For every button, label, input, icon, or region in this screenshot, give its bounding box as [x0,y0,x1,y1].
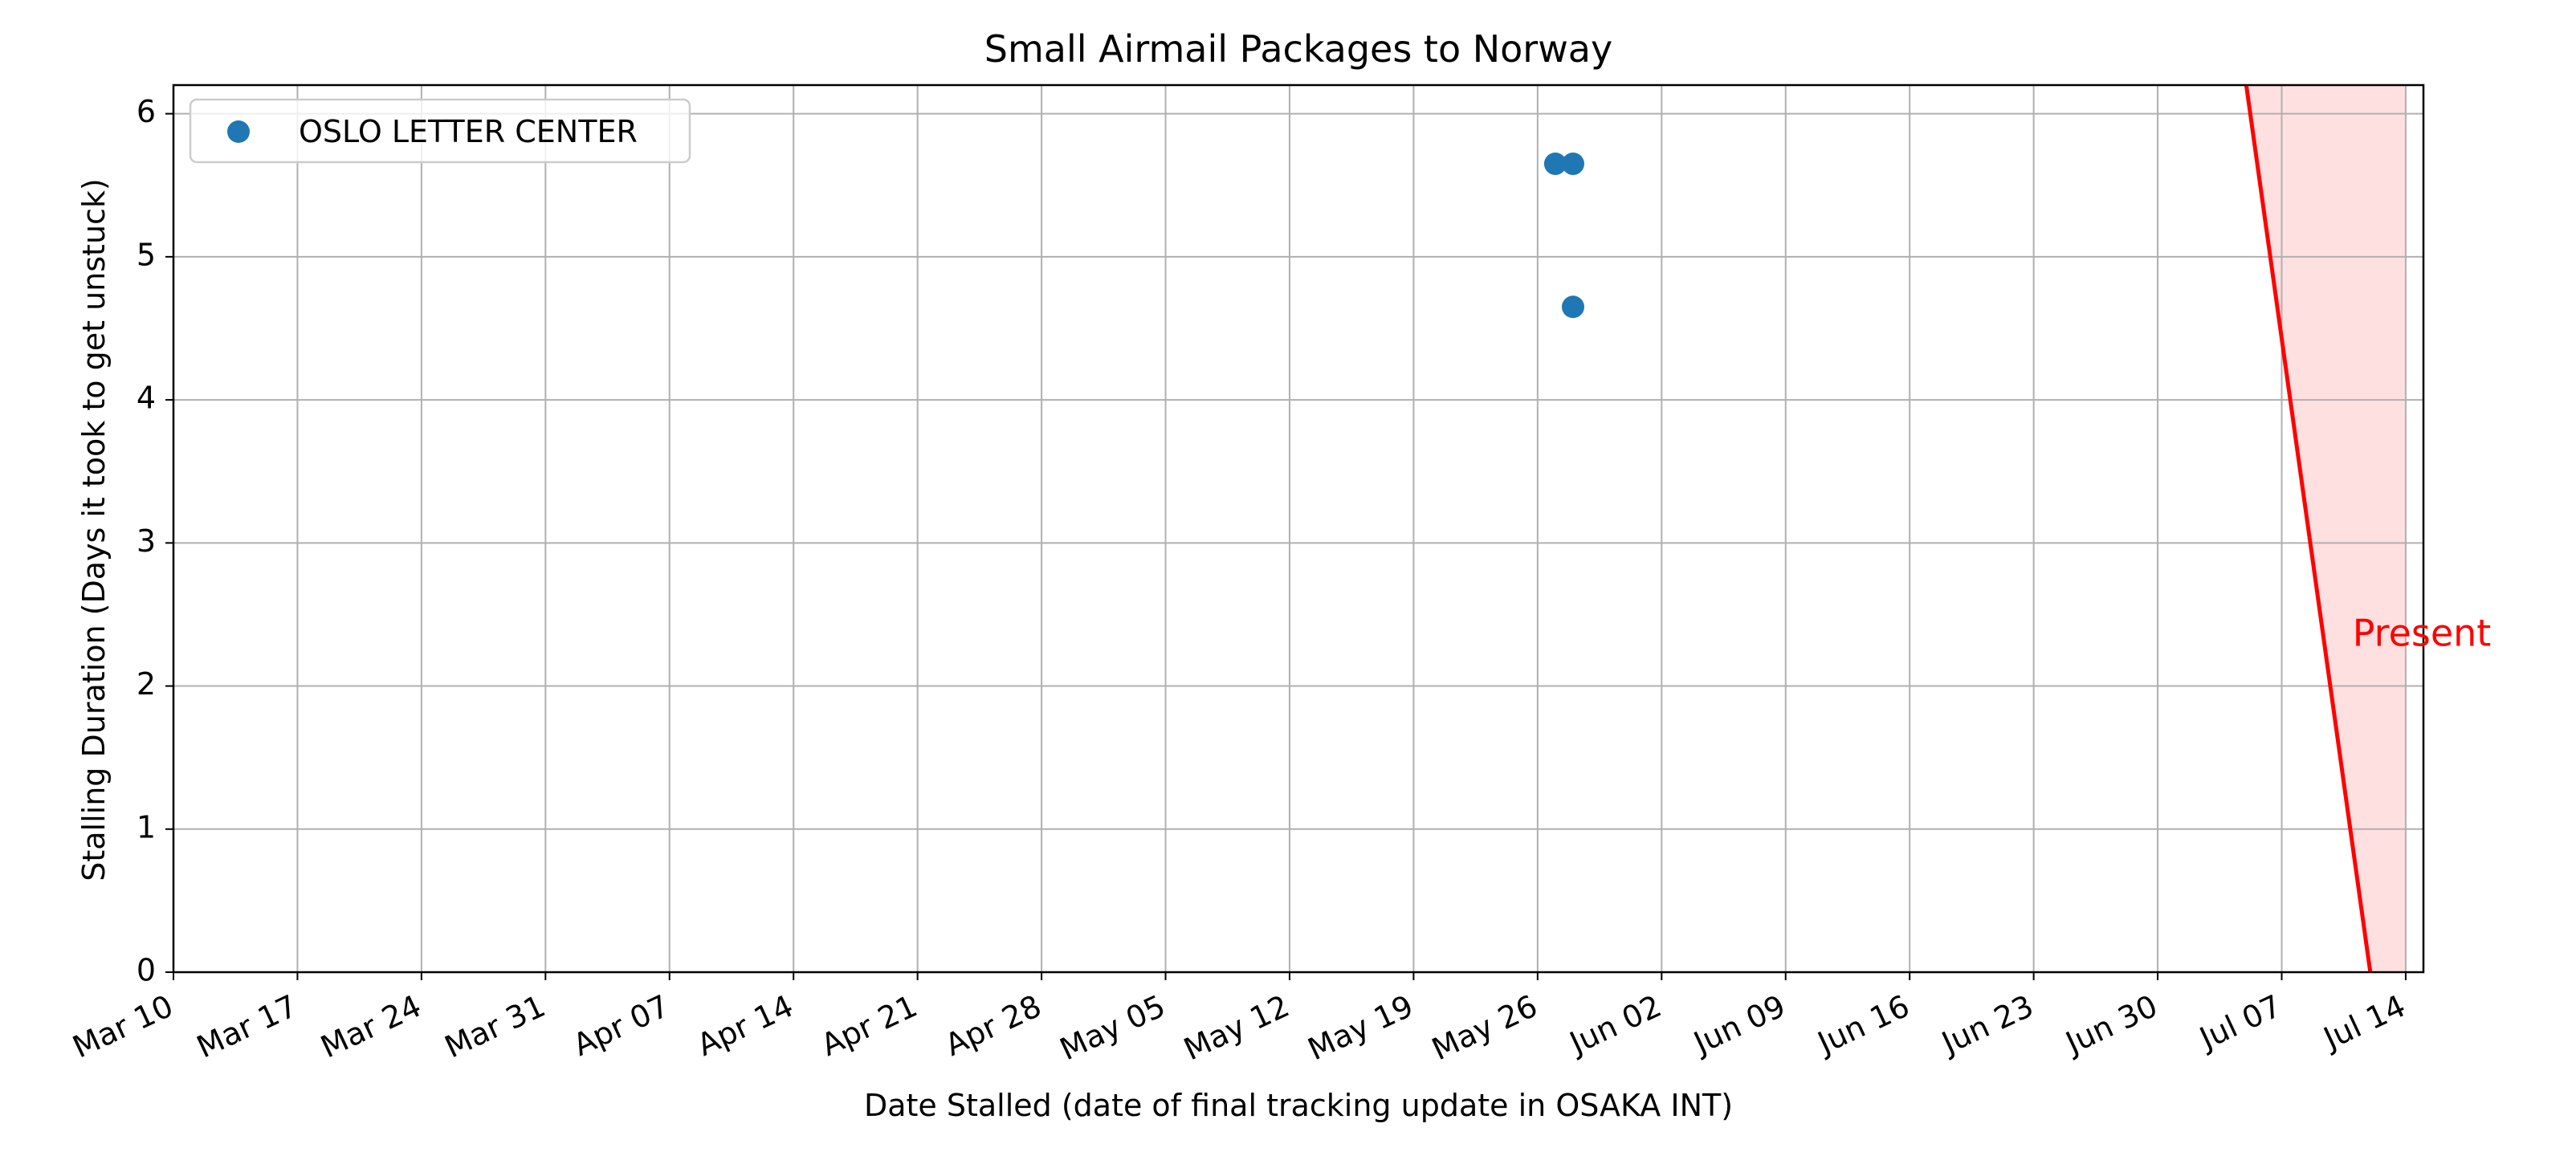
y-tick-label: 3 [137,523,156,559]
y-axis-label: Stalling Duration (Days it took to get u… [76,178,112,881]
legend-label: OSLO LETTER CENTER [299,114,638,149]
chart-title: Small Airmail Packages to Norway [984,27,1612,71]
y-tick-label: 4 [137,381,156,416]
grid-layer [173,85,2423,973]
present-shade-layer [2246,85,2406,972]
data-point [1543,153,1567,176]
data-point [1561,153,1584,176]
legend: OSLO LETTER CENTER [189,98,691,164]
data-points-layer [1543,153,1584,319]
legend-marker [227,120,250,143]
present-shaded-region [2246,85,2406,972]
y-axis-ticks: 0 1 2 3 4 5 6 [137,94,173,988]
y-tick-label: 6 [137,94,156,129]
present-label: Present [2353,612,2492,655]
legend-box [189,98,691,164]
plot-frame [172,83,2425,974]
x-axis-label: Date Stalled (date of final tracking upd… [864,1088,1733,1123]
present-line [2244,84,2373,973]
present-line-layer [2244,84,2373,973]
y-tick-label: 0 [137,953,156,988]
data-point [1561,295,1584,319]
y-tick-label: 5 [137,237,156,272]
y-tick-label: 2 [137,666,156,702]
y-tick-label: 1 [137,809,156,845]
